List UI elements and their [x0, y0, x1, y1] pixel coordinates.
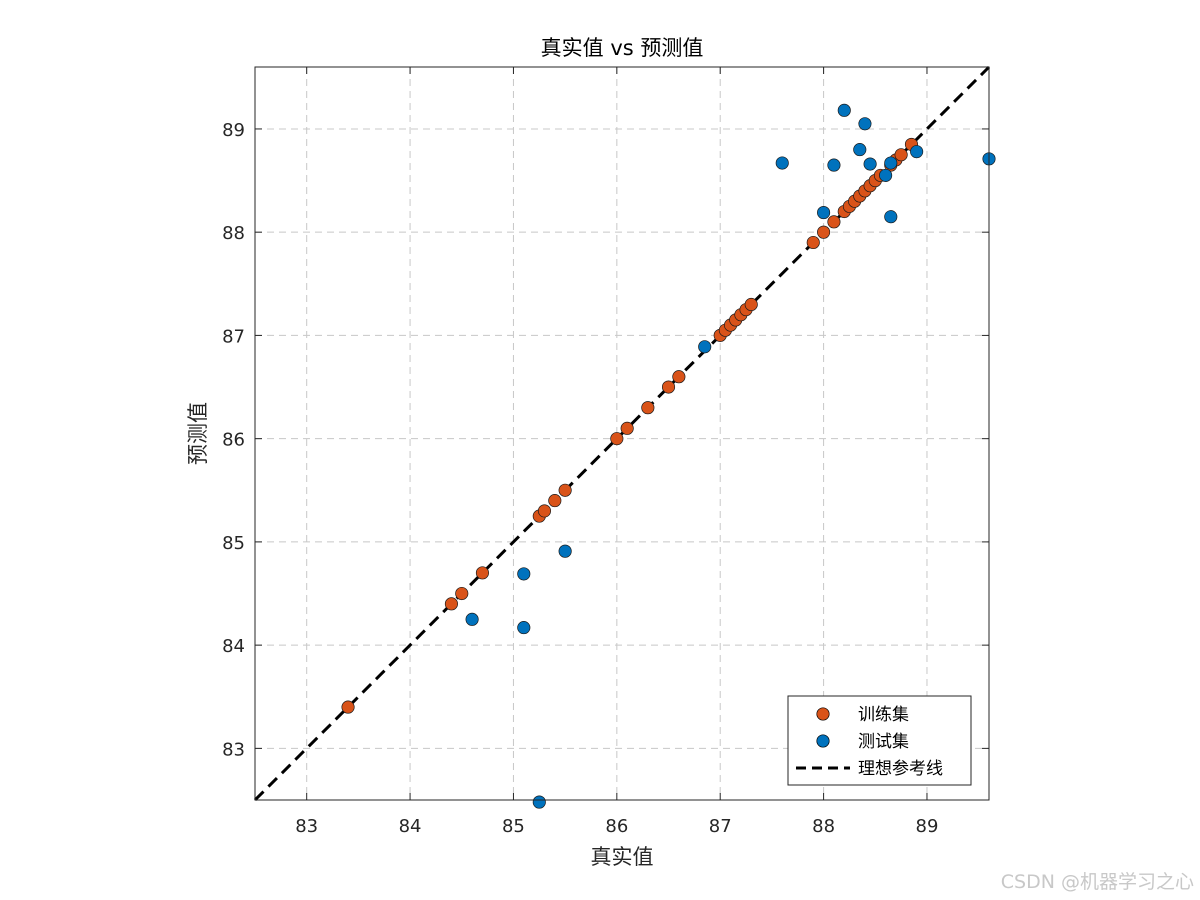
- train-point: [548, 494, 562, 508]
- x-axis-title: 真实值: [591, 845, 654, 869]
- train-point: [610, 432, 624, 446]
- train-point: [341, 700, 355, 714]
- data-points: [341, 103, 996, 809]
- test-point: [884, 156, 898, 170]
- x-tick-label: 88: [812, 816, 835, 837]
- train-point: [827, 215, 841, 229]
- legend-label-test: 测试集: [858, 732, 909, 752]
- y-axis-title: 预测值: [186, 402, 210, 465]
- y-tick-label: 87: [222, 326, 245, 347]
- test-point: [863, 157, 877, 171]
- legend-marker-train: [816, 707, 830, 721]
- y-tick-label: 88: [222, 223, 245, 244]
- train-point: [817, 225, 831, 239]
- train-point: [661, 380, 676, 394]
- train-point: [537, 504, 552, 518]
- legend-label-train: 训练集: [858, 705, 909, 725]
- y-tick-label: 84: [222, 636, 245, 657]
- test-point: [879, 168, 893, 182]
- axes-box: [254, 66, 990, 801]
- train-point: [744, 297, 758, 312]
- test-point: [558, 544, 572, 558]
- test-point: [837, 103, 851, 117]
- x-tick-label: 89: [916, 816, 939, 837]
- test-point: [853, 143, 867, 157]
- test-point: [775, 156, 789, 170]
- test-point: [698, 340, 712, 354]
- y-tick-label: 83: [222, 739, 245, 760]
- y-tick-label: 85: [222, 533, 245, 554]
- legend-label-reference: 理想参考线: [858, 759, 943, 779]
- series-test: [465, 103, 996, 809]
- x-tick-label: 87: [709, 816, 732, 837]
- series-train: [341, 137, 919, 714]
- test-point: [517, 621, 531, 635]
- test-point: [517, 567, 531, 581]
- test-point: [827, 158, 841, 172]
- train-point: [455, 586, 469, 601]
- chart-title: 真实值 vs 预测值: [541, 36, 704, 60]
- x-tick-label: 86: [605, 816, 628, 837]
- train-point: [894, 148, 908, 162]
- ticks: 83 84 85 86 87 88 89 83 84 85 86 87 88 89: [222, 67, 989, 837]
- watermark-text: CSDN @机器学习之心: [1001, 871, 1194, 893]
- x-tick-label: 85: [502, 816, 525, 837]
- train-point: [806, 235, 820, 250]
- x-tick-label: 84: [399, 816, 422, 837]
- train-point: [620, 421, 634, 435]
- test-point: [858, 117, 872, 131]
- legend-marker-test: [816, 734, 830, 748]
- grid: [255, 67, 989, 800]
- test-point: [817, 206, 831, 220]
- y-tick-label: 89: [222, 120, 245, 141]
- train-point: [444, 597, 458, 611]
- y-tick-label: 86: [222, 430, 245, 451]
- test-point: [465, 612, 479, 626]
- train-point: [672, 370, 686, 384]
- train-point: [641, 401, 655, 415]
- train-point: [558, 483, 572, 497]
- test-point: [910, 145, 924, 159]
- legend: 训练集 测试集 理想参考线: [787, 695, 972, 786]
- x-tick-label: 83: [295, 816, 318, 837]
- train-point: [475, 566, 489, 580]
- test-point: [884, 210, 898, 224]
- test-point: [532, 795, 546, 809]
